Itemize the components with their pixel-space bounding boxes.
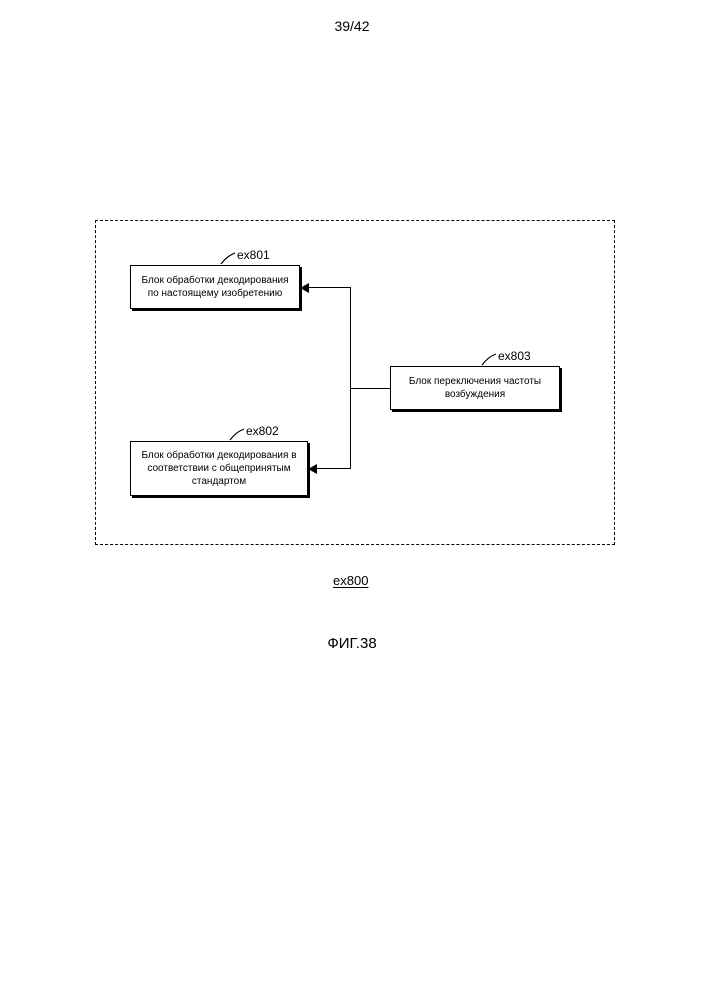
decode-block-invention: Блок обработки декодирования по настояще… bbox=[130, 265, 300, 309]
node-label-ex801: ex801 bbox=[237, 248, 270, 262]
node-label-ex803: ex803 bbox=[498, 349, 531, 363]
edge-segment bbox=[303, 287, 351, 288]
label-pointer bbox=[221, 253, 241, 265]
edge-segment bbox=[311, 468, 351, 469]
label-pointer bbox=[482, 354, 502, 366]
decode-block-standard: Блок обработки декодирования в соответст… bbox=[130, 441, 308, 496]
node-text: Блок переключения частоты возбуждения bbox=[395, 375, 555, 401]
arrow-head-icon bbox=[300, 283, 309, 293]
page-number: 39/42 bbox=[0, 18, 704, 34]
frequency-switch-block: Блок переключения частоты возбуждения bbox=[390, 366, 560, 410]
system-label: ex800 bbox=[333, 573, 368, 588]
edge-segment bbox=[350, 388, 351, 469]
edge-segment bbox=[350, 388, 390, 389]
node-label-ex802: ex802 bbox=[246, 424, 279, 438]
node-text: Блок обработки декодирования в соответст… bbox=[135, 449, 303, 488]
arrow-head-icon bbox=[308, 464, 317, 474]
edge-segment bbox=[350, 287, 351, 388]
node-text: Блок обработки декодирования по настояще… bbox=[135, 274, 295, 300]
label-pointer bbox=[230, 429, 250, 441]
figure-label: ФИГ.38 bbox=[0, 635, 704, 652]
